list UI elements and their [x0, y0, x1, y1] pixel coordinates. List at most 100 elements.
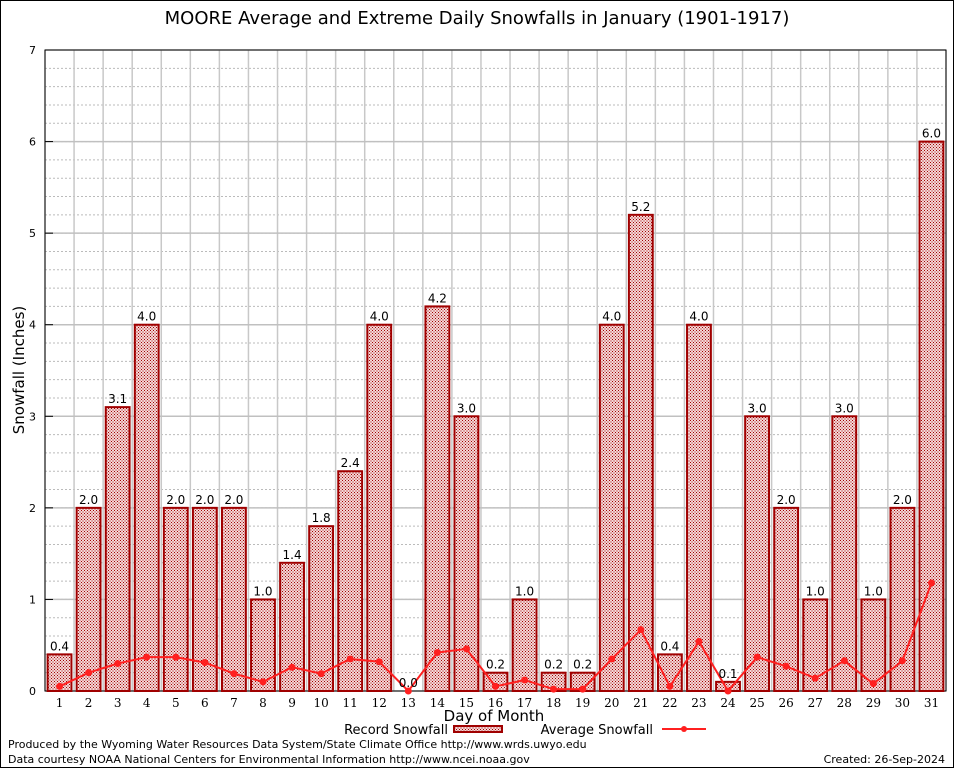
y-tick-label: 5 [29, 227, 36, 240]
data-label-day-17: 1.0 [515, 584, 534, 598]
bar-record-day-28 [831, 415, 858, 692]
average-point-day-19 [579, 685, 587, 693]
data-label-day-7: 2.0 [224, 493, 243, 507]
y-axis-label: Snowfall (Inches) [10, 306, 28, 434]
footer-created: Created: 26-Sep-2024 [823, 753, 945, 766]
bar-record-day-26 [773, 506, 800, 692]
bar-record-day-29 [860, 598, 887, 693]
data-label-day-15: 3.0 [457, 401, 476, 415]
bar-record-day-14 [424, 305, 451, 692]
legend-marker-average [681, 726, 687, 732]
x-tick-label: 29 [866, 696, 881, 710]
data-label-day-12: 4.0 [370, 310, 389, 324]
x-tick-label: 17 [517, 696, 532, 710]
average-point-day-29 [869, 680, 877, 688]
x-tick-label: 27 [808, 696, 823, 710]
average-point-day-8 [259, 678, 267, 686]
average-point-day-2 [85, 669, 93, 677]
y-tick-label: 1 [29, 593, 36, 606]
average-point-day-16 [492, 682, 499, 690]
x-tick-label: 31 [924, 696, 939, 710]
bar-record-day-3 [104, 406, 131, 692]
legend-label-average: Average Snowfall [541, 723, 653, 738]
average-point-day-9 [288, 663, 296, 671]
bar-record-day-31 [918, 140, 945, 693]
data-label-day-22: 0.4 [660, 639, 679, 653]
average-point-day-25 [753, 653, 761, 661]
average-point-day-30 [898, 657, 906, 665]
data-label-day-10: 1.8 [312, 511, 331, 525]
x-tick-label: 19 [575, 696, 590, 710]
average-point-day-1 [56, 682, 64, 690]
x-tick-label: 10 [313, 696, 328, 710]
y-tick-label: 3 [29, 410, 36, 423]
data-label-day-13: 0.0 [399, 676, 418, 690]
footer-courtesy: Data courtesy NOAA National Centers for … [8, 753, 530, 766]
x-tick-label: 5 [172, 696, 180, 710]
average-point-day-7 [230, 670, 238, 678]
average-point-day-24 [724, 687, 732, 695]
x-tick-label: 16 [488, 696, 503, 710]
average-point-day-12 [375, 658, 383, 666]
data-label-day-14: 4.2 [428, 291, 447, 305]
average-point-day-28 [840, 657, 848, 665]
average-point-day-22 [666, 682, 674, 690]
data-label-day-9: 1.4 [283, 548, 302, 562]
data-label-day-26: 2.0 [777, 493, 796, 507]
average-point-day-18 [550, 685, 558, 693]
x-tick-label: 8 [259, 696, 267, 710]
x-tick-label: 13 [401, 696, 416, 710]
data-label-day-6: 2.0 [195, 493, 214, 507]
data-label-day-18: 0.2 [544, 658, 563, 672]
x-tick-label: 30 [895, 696, 910, 710]
bar-record-day-22 [656, 653, 683, 692]
bar-record-day-8 [250, 598, 276, 693]
average-point-day-13 [404, 687, 412, 695]
x-tick-label: 25 [749, 696, 764, 710]
data-label-day-2: 2.0 [79, 493, 98, 507]
data-label-day-16: 0.2 [486, 658, 505, 672]
x-tick-label: 28 [837, 696, 852, 710]
x-tick-label: 21 [633, 696, 648, 710]
bar-record-day-25 [744, 415, 770, 692]
data-label-day-23: 4.0 [689, 310, 708, 324]
data-label-day-8: 1.0 [253, 584, 272, 598]
bar-record-day-6 [191, 506, 218, 692]
average-point-day-21 [637, 626, 645, 634]
bar-record-day-10 [308, 525, 335, 693]
data-label-day-25: 3.0 [748, 401, 767, 415]
y-tick-label: 0 [29, 685, 36, 698]
data-label-day-20: 4.0 [602, 310, 621, 324]
average-point-day-20 [608, 655, 616, 663]
average-point-day-11 [346, 655, 354, 663]
x-tick-label: 9 [288, 696, 296, 710]
legend-label-record: Record Snowfall [344, 723, 448, 738]
x-tick-label: 7 [230, 696, 238, 710]
chart-title: MOORE Average and Extreme Daily Snowfall… [164, 8, 790, 29]
legend-swatch-record [453, 725, 503, 733]
data-label-day-11: 2.4 [341, 456, 360, 470]
bar-record-day-2 [75, 506, 102, 692]
bar-record-day-15 [453, 415, 480, 692]
bar-record-day-5 [162, 506, 189, 692]
bar-record-day-17 [511, 598, 538, 693]
data-label-day-21: 5.2 [631, 200, 650, 214]
average-point-day-31 [927, 579, 935, 587]
average-point-day-17 [521, 676, 529, 684]
data-label-day-1: 0.4 [50, 639, 69, 653]
footer-producer: Produced by the Wyoming Water Resources … [8, 738, 587, 751]
x-tick-label: 26 [779, 696, 794, 710]
average-point-day-23 [695, 638, 703, 646]
average-point-day-26 [782, 662, 790, 670]
x-tick-label: 6 [201, 696, 209, 710]
average-point-day-5 [172, 653, 180, 661]
bar-record-day-23 [686, 323, 712, 692]
data-label-day-3: 3.1 [108, 392, 127, 406]
y-tick-label: 6 [29, 136, 36, 149]
data-label-day-24: 0.1 [718, 667, 737, 681]
average-point-day-4 [143, 653, 151, 661]
bar-record-day-9 [279, 561, 305, 692]
x-tick-label: 2 [85, 696, 93, 710]
x-tick-label: 1 [56, 696, 64, 710]
